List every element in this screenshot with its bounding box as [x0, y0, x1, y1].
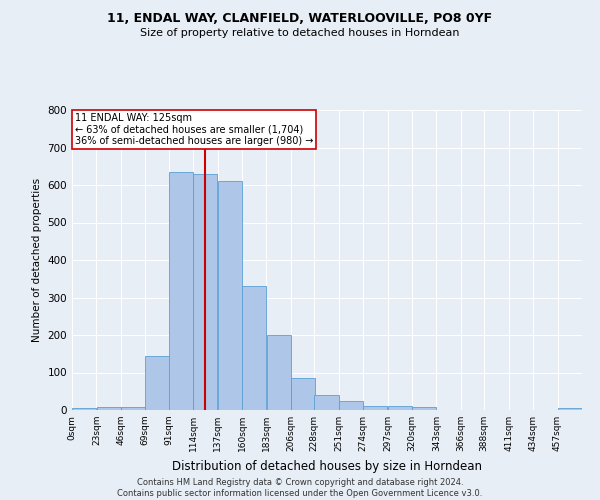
- Bar: [291, 378, 315, 410]
- Bar: [339, 400, 363, 410]
- Text: Size of property relative to detached houses in Horndean: Size of property relative to detached ho…: [140, 28, 460, 38]
- Bar: [72, 408, 96, 410]
- Bar: [169, 172, 193, 410]
- Bar: [145, 356, 170, 410]
- Bar: [218, 181, 242, 410]
- Bar: [121, 407, 145, 410]
- Bar: [193, 174, 217, 410]
- Bar: [412, 407, 436, 410]
- Bar: [97, 407, 121, 410]
- X-axis label: Distribution of detached houses by size in Horndean: Distribution of detached houses by size …: [172, 460, 482, 472]
- Y-axis label: Number of detached properties: Number of detached properties: [32, 178, 42, 342]
- Bar: [242, 286, 266, 410]
- Bar: [363, 406, 388, 410]
- Bar: [388, 406, 412, 410]
- Bar: [558, 408, 582, 410]
- Text: 11 ENDAL WAY: 125sqm
← 63% of detached houses are smaller (1,704)
36% of semi-de: 11 ENDAL WAY: 125sqm ← 63% of detached h…: [74, 113, 313, 146]
- Bar: [314, 395, 338, 410]
- Text: 11, ENDAL WAY, CLANFIELD, WATERLOOVILLE, PO8 0YF: 11, ENDAL WAY, CLANFIELD, WATERLOOVILLE,…: [107, 12, 493, 26]
- Bar: [266, 335, 291, 410]
- Text: Contains HM Land Registry data © Crown copyright and database right 2024.
Contai: Contains HM Land Registry data © Crown c…: [118, 478, 482, 498]
